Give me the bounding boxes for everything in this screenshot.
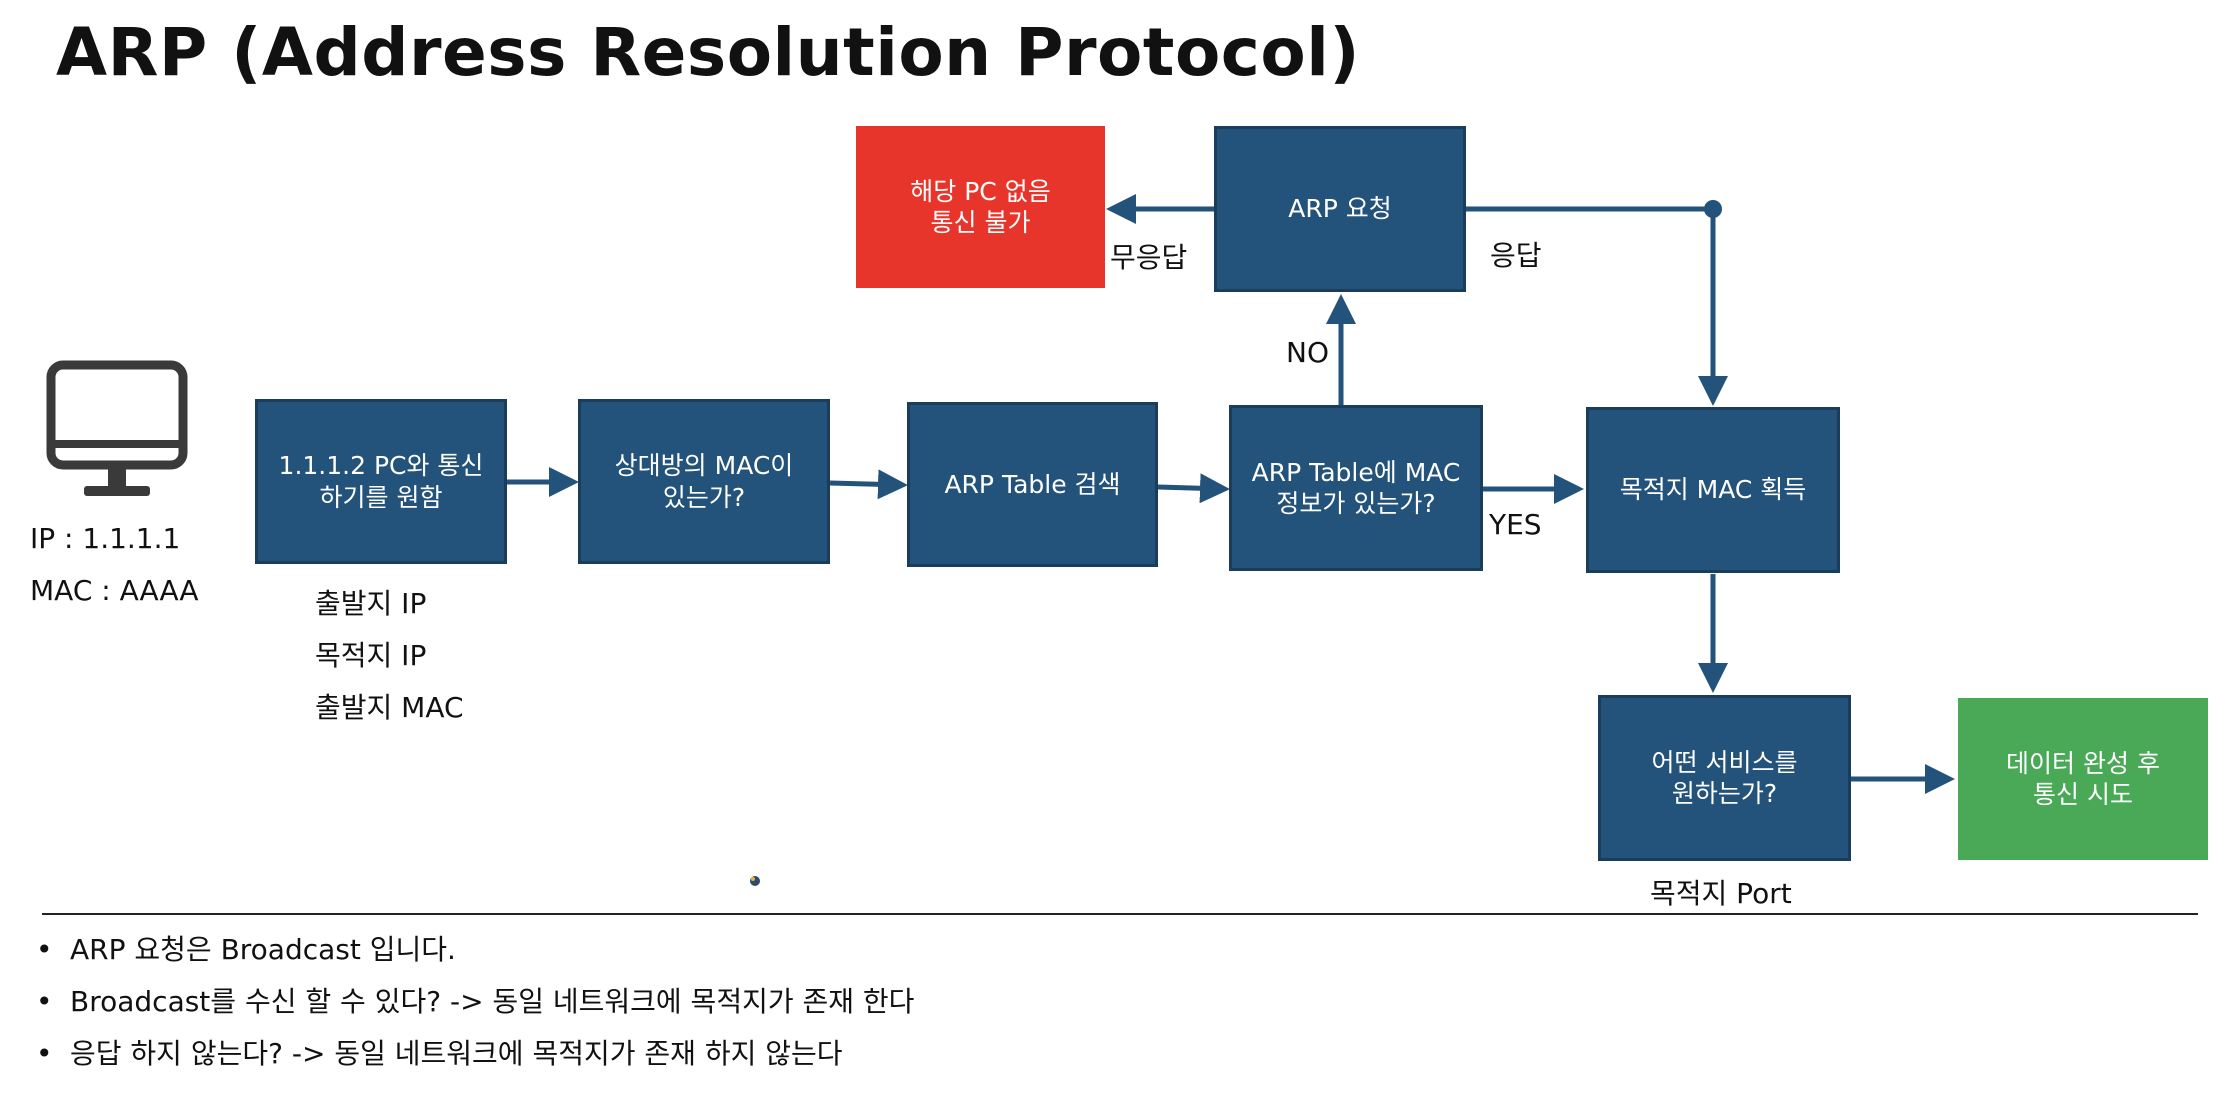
box-complete-data: 데이터 완성 후 통신 시도 <box>1958 698 2208 860</box>
monitor-icon <box>46 360 188 496</box>
box-no-pc: 해당 PC 없음 통신 불가 <box>856 126 1105 288</box>
arrow-hasmac-to-search <box>829 469 908 500</box>
field-label-src-ip: 출발지 IP <box>315 587 427 620</box>
field-label-dst-ip: 목적지 IP <box>315 639 427 672</box>
small-decoration-icon <box>750 876 760 886</box>
arrow-search-to-tablehas <box>1157 473 1230 504</box>
edge-label-dest-port: 목적지 Port <box>1650 877 1792 910</box>
pc-mac: MAC : AAAA <box>30 574 199 607</box>
note-item: 응답 하지 않는다? -> 동일 네트워크에 목적지가 존재 하지 않는다 <box>36 1028 914 1080</box>
pc-ip: IP : 1.1.1.1 <box>30 522 181 555</box>
note-item: Broadcast를 수신 할 수 있다? -> 동일 네트워크에 목적지가 존… <box>36 976 914 1028</box>
field-label-src-mac: 출발지 MAC <box>315 691 464 724</box>
divider <box>42 913 2198 915</box>
box-has-mac: 상대방의 MAC이 있는가? <box>578 399 830 564</box>
box-search-arp-table: ARP Table 검색 <box>907 402 1158 567</box>
box-which-service: 어떤 서비스를 원하는가? <box>1598 695 1851 861</box>
box-table-has-mac: ARP Table에 MAC 정보가 있는가? <box>1229 405 1483 571</box>
box-get-dest-mac: 목적지 MAC 획득 <box>1586 407 1840 573</box>
note-item: ARP 요청은 Broadcast 입니다. <box>36 924 914 976</box>
notes-list: ARP 요청은 Broadcast 입니다. Broadcast를 수신 할 수… <box>36 924 914 1080</box>
junction-dot <box>1704 200 1722 218</box>
box-want-communication: 1.1.1.2 PC와 통신 하기를 원함 <box>255 399 507 564</box>
edge-label-no-response: 무응답 <box>1110 241 1188 274</box>
box-arp-request: ARP 요청 <box>1214 126 1466 292</box>
edge-label-no: NO <box>1286 336 1329 369</box>
edge-label-response: 응답 <box>1490 239 1542 272</box>
edge-label-yes: YES <box>1489 508 1542 541</box>
page-title: ARP (Address Resolution Protocol) <box>56 14 1361 91</box>
